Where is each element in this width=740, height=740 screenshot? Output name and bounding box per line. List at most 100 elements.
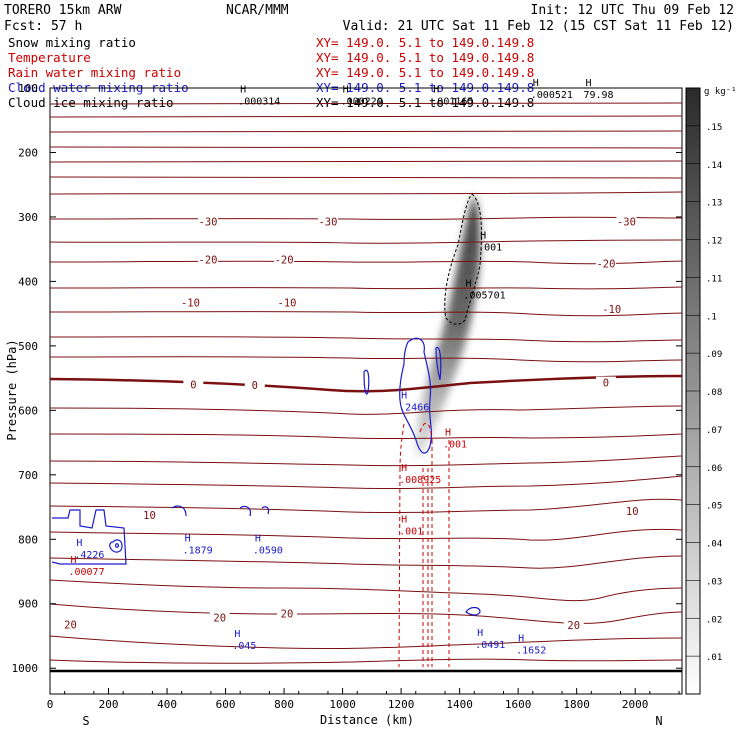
field-label-snow: Snow mixing ratio — [8, 35, 136, 50]
isotherm-line — [50, 102, 682, 105]
temperature-label: -30 — [617, 216, 636, 228]
isotherm-line — [50, 405, 682, 415]
field-xy-cloud-ice: XY= 149.0. 5.1 to 149.0.149.8 — [316, 95, 534, 110]
y-axis-title: Pressure (hPa) — [5, 339, 19, 440]
colorbar-tick-label: .01 — [706, 653, 722, 663]
x-end-label: N — [655, 714, 662, 728]
temperature-label: -30 — [199, 216, 218, 228]
colorbar-tick-label: .07 — [706, 426, 722, 436]
high-marker: H — [401, 391, 407, 402]
x-tick-label: 2000 — [622, 698, 649, 711]
high-value: .000314 — [238, 96, 280, 107]
isotherm-line — [50, 286, 682, 290]
temperature-label: -30 — [318, 216, 337, 228]
isotherm-line — [50, 146, 682, 149]
isotherm-line — [50, 635, 682, 650]
temperature-label: -20 — [199, 254, 218, 266]
colorbar-tick-label: .06 — [706, 464, 722, 474]
high-marker: H — [445, 427, 451, 438]
model-label: TORERO 15km ARW — [4, 3, 122, 18]
isotherm-line — [50, 498, 682, 514]
temperature-label: -20 — [275, 254, 294, 266]
isotherm-line — [50, 216, 682, 220]
temperature-label: 10 — [626, 506, 639, 518]
temperature-label-bg — [595, 257, 616, 269]
colorbar-tick-label: .12 — [706, 237, 722, 247]
rain-water-contours — [398, 422, 450, 668]
cloud-water-contour — [465, 606, 481, 616]
x-tick-label: 1600 — [505, 698, 532, 711]
temperature-labels: -30 -30 -30 -20 -20 -20 -10 -10 -10 0 0 0 10 10 20 20 20… — [60, 215, 643, 632]
y-tick-label: 900 — [18, 598, 38, 611]
temperature-label: 20 — [567, 620, 580, 632]
cloud-water-contour — [239, 505, 251, 517]
temperature-label: -10 — [181, 298, 200, 310]
high-value: .001 — [443, 439, 467, 450]
temperature-label: -10 — [602, 304, 621, 316]
high-marker: H — [433, 84, 439, 95]
temperature-label-bg — [622, 504, 643, 516]
colorbar-tick-label: .02 — [706, 615, 722, 625]
x-tick-label: 1800 — [563, 698, 590, 711]
snow-plume — [416, 194, 481, 460]
cloud-water-contours — [51, 337, 481, 616]
cloud-water-contour — [115, 543, 119, 548]
cloud-water-contour — [109, 539, 123, 553]
y-tick-label: 300 — [18, 211, 38, 224]
temperature-label-bg — [616, 215, 637, 227]
isotherm-line — [50, 356, 682, 363]
temperature-label-bg — [601, 303, 622, 315]
high-value: .4226 — [74, 550, 104, 561]
colorbar-tick-label: .1 — [706, 312, 717, 322]
temperature-label-bg — [198, 253, 218, 265]
high-value: .0491 — [475, 640, 505, 651]
x-tick-label: 0 — [47, 698, 54, 711]
x-tick-label: 400 — [157, 698, 177, 711]
high-marker: H — [401, 514, 407, 525]
isotherm-line — [50, 555, 682, 569]
x-tick-label: 200 — [99, 698, 119, 711]
temperature-label-bg — [277, 296, 297, 308]
isotherm-line — [50, 130, 682, 133]
x-axis-title: Distance (km) — [320, 713, 414, 727]
high-marker: H — [76, 538, 82, 549]
isotherm-line — [50, 311, 682, 317]
x-axis: 0 200 400 600 800 1000 1200 1400 1600 1800 2000 — [47, 688, 680, 711]
x-tick-label: 600 — [216, 698, 236, 711]
isotherm-line — [50, 455, 682, 467]
colorbar-tick-label: .04 — [706, 540, 722, 550]
temperature-label-bg — [317, 215, 338, 227]
temperature-label: 0 — [603, 378, 609, 390]
valid-label: Valid: 21 UTC Sat 11 Feb 12 (15 CST Sat … — [343, 19, 734, 34]
cloud-water-contour — [261, 506, 270, 515]
high-value: .0590 — [253, 546, 283, 557]
high-value: .005701 — [463, 290, 505, 301]
y-tick-label: 600 — [18, 404, 38, 417]
colorbar-tick-label: .14 — [706, 161, 722, 171]
y-tick-label: 800 — [18, 533, 38, 546]
high-marker: H — [465, 278, 471, 289]
high-marker: H — [234, 629, 240, 640]
high-value: .001 — [478, 243, 502, 254]
x-tick-label: 800 — [274, 698, 294, 711]
colorbar-tick-label: .15 — [706, 123, 722, 133]
temperature-label-bg — [139, 508, 160, 520]
x-start-label: S — [82, 714, 89, 728]
isotherm-lines — [50, 102, 682, 664]
y-tick-label: 200 — [18, 146, 38, 159]
temperature-label: -10 — [278, 298, 297, 310]
isotherm-line — [50, 603, 682, 624]
temperature-label-bg — [563, 619, 584, 631]
colorbar: .01 .02 .03 .04 .05 .06 .07 .08 .09 .1 .11 .12 .13 .1… — [685, 87, 737, 695]
snow-contour — [444, 193, 482, 325]
high-value: .00077 — [68, 567, 104, 578]
temperature-label-bg — [595, 376, 616, 388]
isotherm-line — [50, 579, 682, 602]
high-value: .1879 — [183, 546, 213, 557]
temperature-label: 20 — [281, 608, 294, 620]
rain-water-contour — [419, 422, 433, 441]
isotherm-line — [50, 433, 682, 440]
temperature-label-bg — [244, 379, 265, 391]
isotherm-line — [50, 239, 682, 244]
